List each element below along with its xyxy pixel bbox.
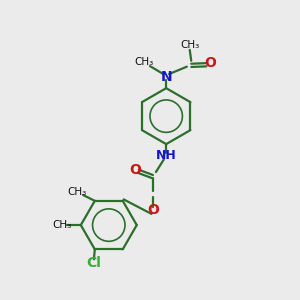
Text: CH₃: CH₃ — [52, 220, 71, 230]
Text: CH₃: CH₃ — [68, 187, 87, 197]
Text: O: O — [147, 203, 159, 218]
Text: O: O — [204, 56, 216, 70]
Text: CH₃: CH₃ — [180, 40, 200, 50]
Text: CH₃: CH₃ — [134, 57, 154, 67]
Text: O: O — [129, 163, 141, 177]
Text: N: N — [160, 70, 172, 84]
Text: NH: NH — [156, 149, 177, 162]
Text: Cl: Cl — [86, 256, 101, 270]
